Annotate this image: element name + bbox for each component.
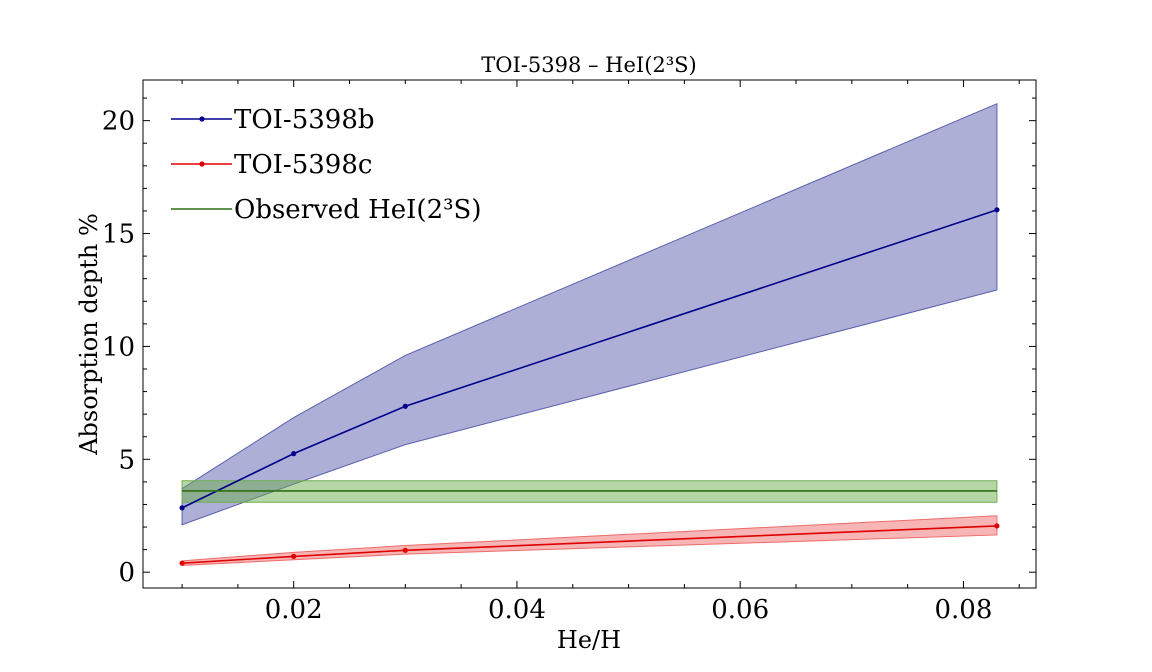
series-1-band	[181, 515, 998, 566]
series-0-point	[994, 207, 1000, 213]
y-tick-label: 15	[102, 220, 135, 250]
series-0-legend-marker	[199, 116, 205, 122]
x-tick-label: 0.06	[711, 595, 769, 625]
legend: TOI-5398b TOI-5398c Observed HeI(2³S)	[171, 105, 482, 225]
chart-title: TOI-5398 – HeI(2³S)	[481, 53, 697, 77]
plot-frame	[142, 79, 1037, 589]
x-tick-label: 0.08	[934, 595, 992, 625]
series-1-point	[402, 547, 408, 553]
x-tick-label: 0.04	[488, 595, 546, 625]
x-tick-label: 0.02	[265, 595, 323, 625]
series-0-point	[179, 505, 185, 511]
series-0-band	[181, 102, 998, 526]
y-tick-label: 5	[118, 445, 135, 475]
series-1-point	[179, 560, 185, 566]
series-lines	[179, 207, 1000, 566]
series-1-line	[182, 525, 997, 564]
series-0-line	[181, 209, 998, 509]
series-0-point	[291, 451, 297, 457]
y-tick-label: 10	[102, 332, 135, 362]
series-1-legend-label: TOI-5398c	[234, 150, 372, 180]
series-0-legend-label: TOI-5398b	[234, 105, 375, 135]
axis-ticks	[143, 80, 1036, 588]
series-1-point	[291, 553, 297, 559]
x-axis-label: He/H	[557, 626, 621, 654]
y-tick-label: 0	[118, 558, 135, 588]
tick-labels: 0.02 0.04 0.06 0.08 0 5 10 15 20	[102, 107, 992, 625]
series-1-legend-marker	[199, 161, 205, 167]
series-1-point	[994, 523, 1000, 529]
y-axis-label: Absorption depth %	[75, 213, 103, 456]
y-tick-label: 20	[102, 107, 135, 137]
series-0-point	[402, 403, 408, 409]
series-2-legend-label: Observed HeI(2³S)	[234, 195, 482, 225]
